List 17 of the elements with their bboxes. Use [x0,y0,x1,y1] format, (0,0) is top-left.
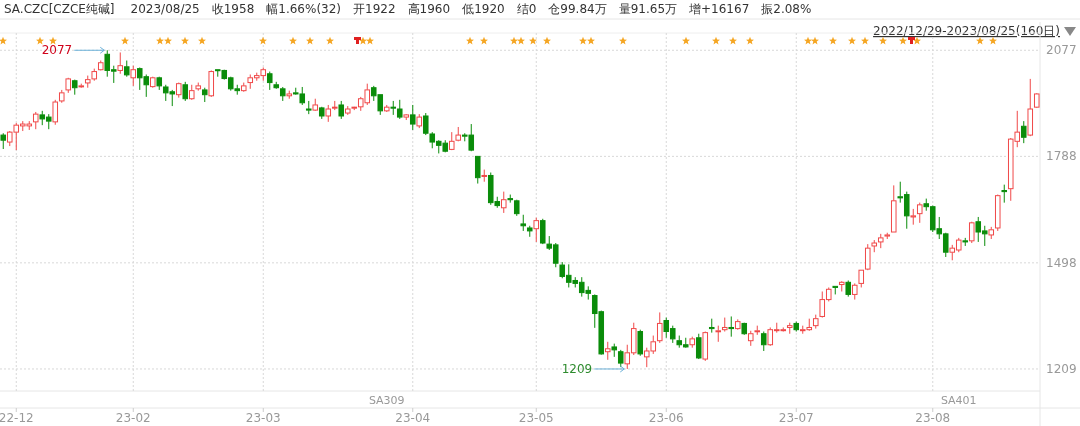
annotation: 高1960 [407,2,451,16]
annotation: 低1920 [462,2,505,16]
annotation: 1209 [561,361,593,376]
annotation: 2023/08/25 [130,2,200,16]
annotation: 幅1.66%(32) [266,2,342,16]
annotation: SA309 [368,394,405,407]
subtitle: 2022/12/29-2023/08/25(160日) [873,24,1060,38]
annotation: 收1958 [211,2,255,16]
annotation: 结0 [516,2,537,16]
annotation: 振2.08% [761,2,812,16]
annotation: SA401 [940,394,977,407]
annotation: 量91.65万 [618,2,678,16]
title: SA.CZC[CZCE纯碱] [4,2,115,16]
annotation: 2077 [41,43,73,58]
annotation: 仓99.84万 [548,2,607,16]
annotation: 增+16167 [689,2,750,16]
annotation: 开1922 [353,2,396,16]
